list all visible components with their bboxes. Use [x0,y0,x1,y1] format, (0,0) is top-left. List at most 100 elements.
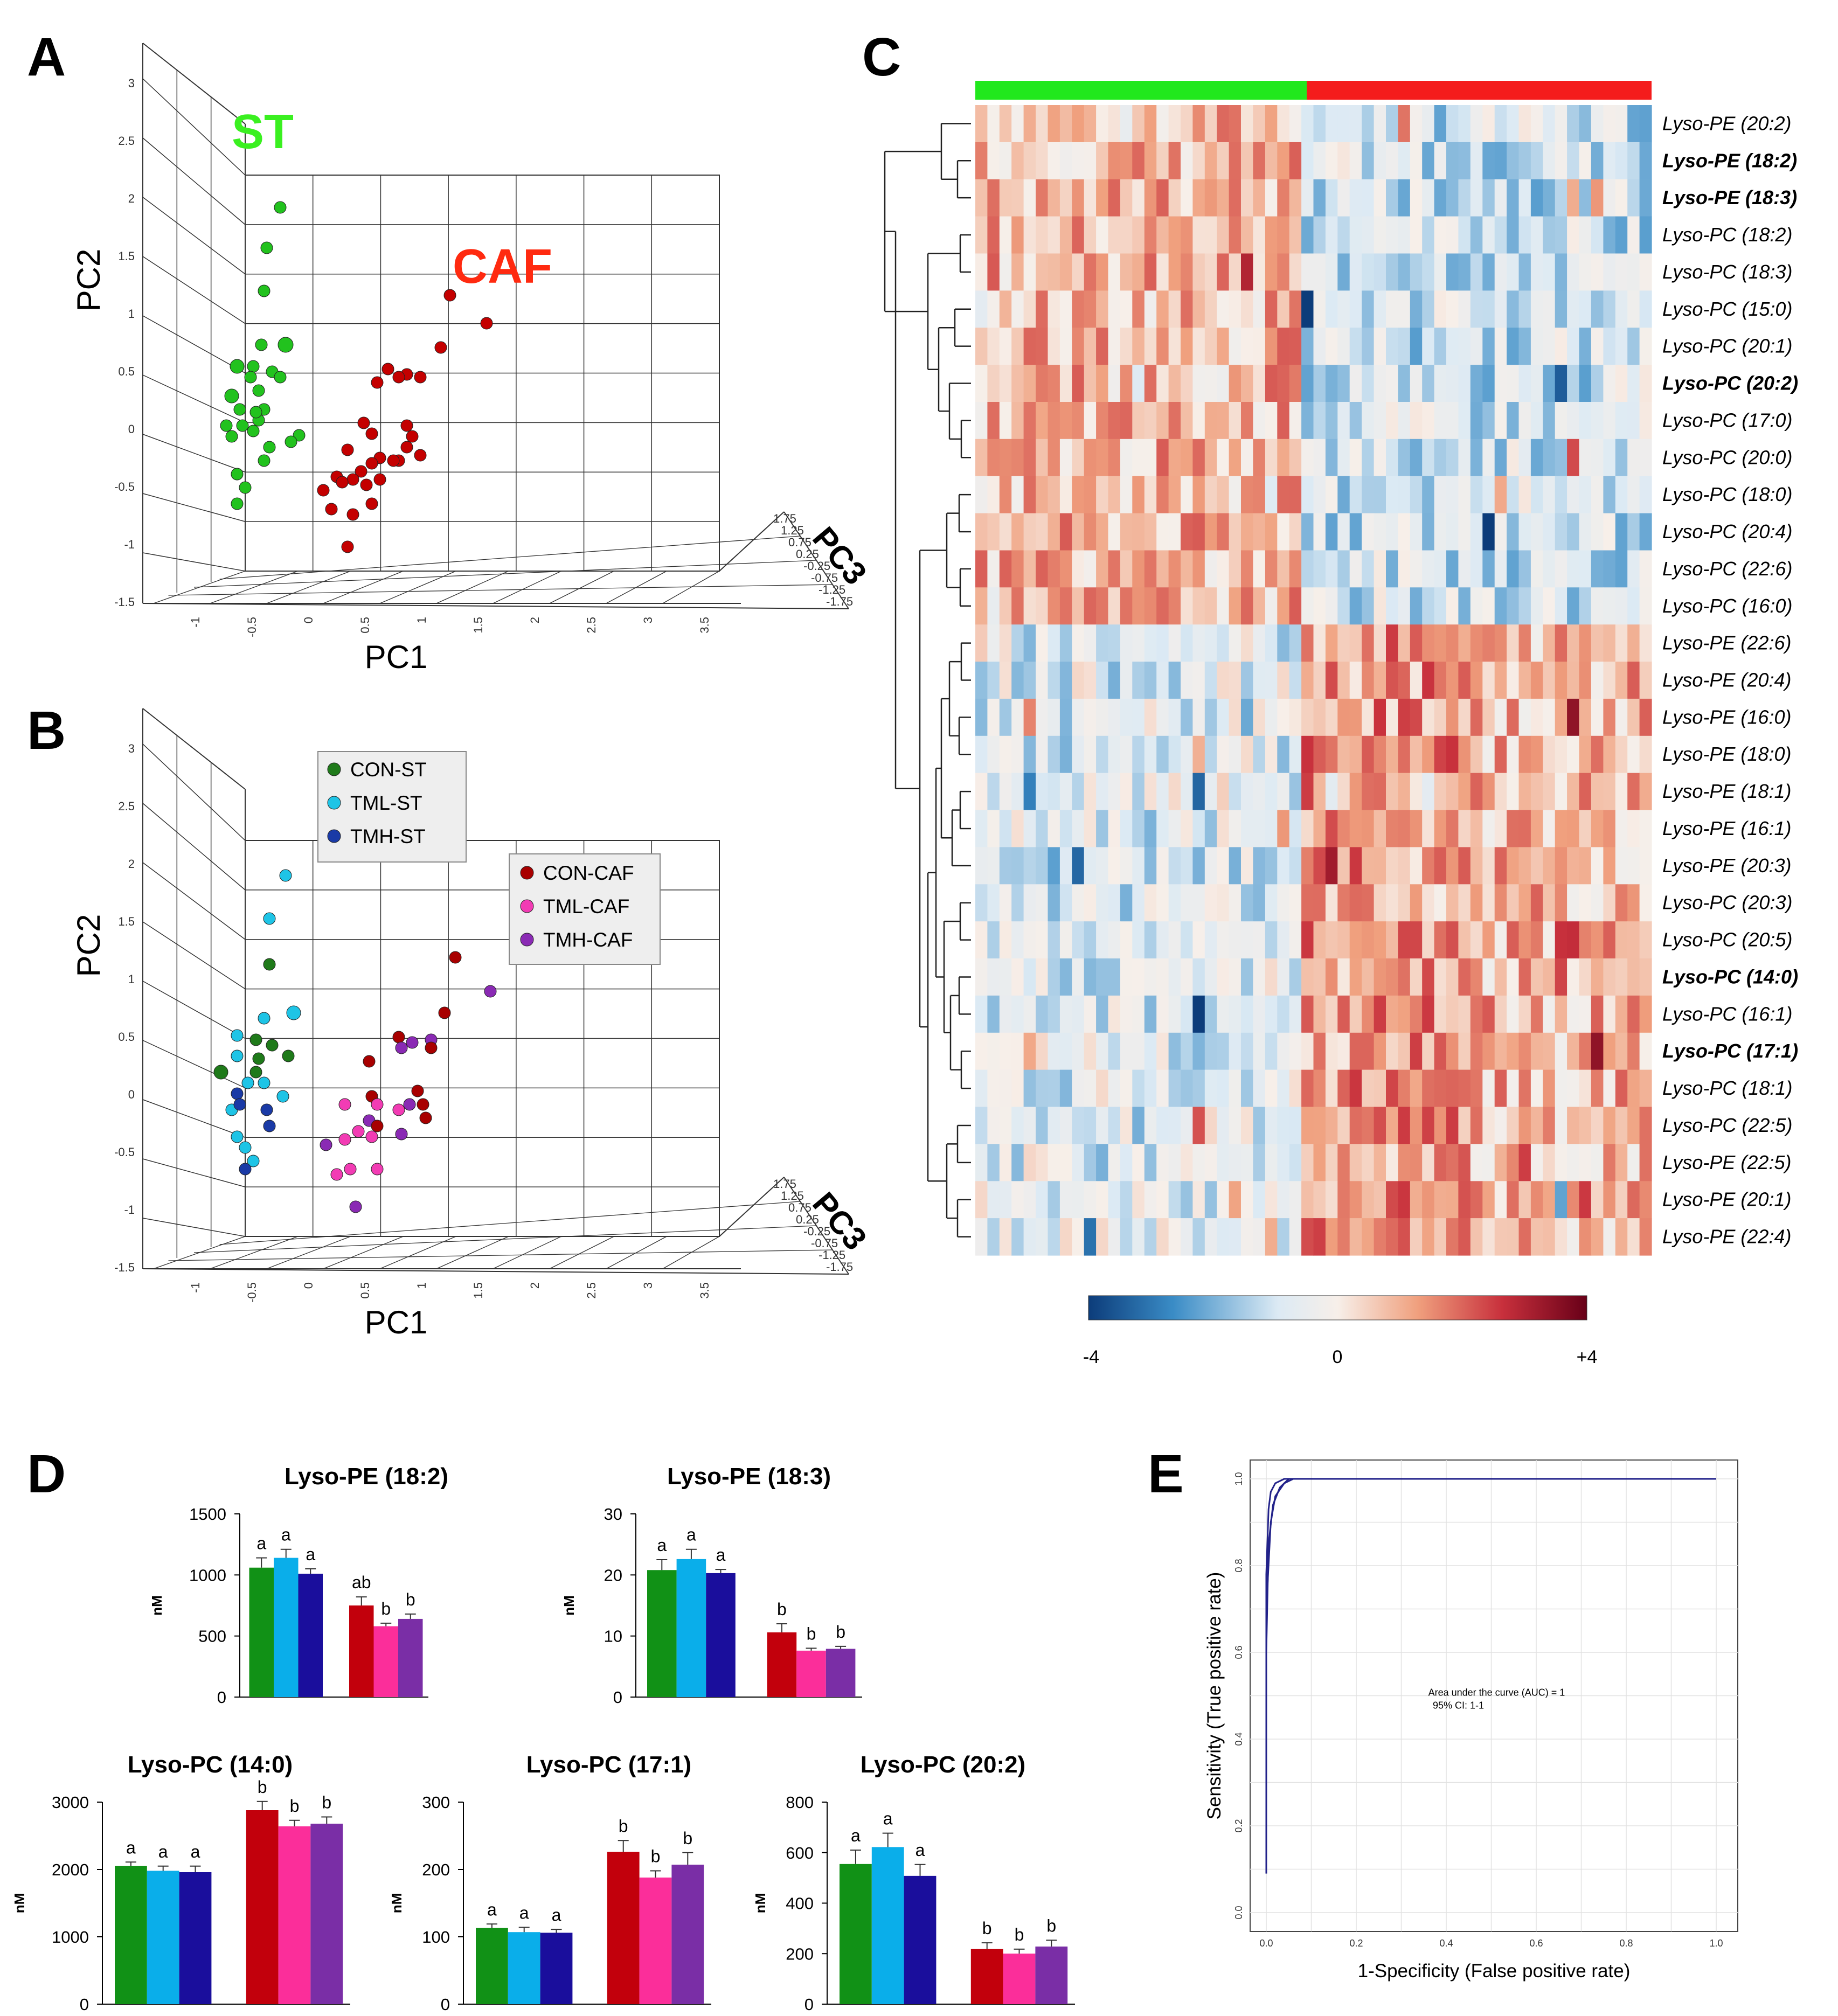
heatmap-cell [1253,884,1266,922]
colorbar-mid-label: 0 [1333,1347,1343,1367]
heatmap-cell [1530,253,1543,291]
heatmap-cell [1446,1218,1459,1256]
heatmap-cell [1374,402,1386,440]
heatmap-cell [999,587,1012,625]
heatmap-cell [1059,587,1072,625]
heatmap-cell [1507,1032,1520,1070]
pca-point [252,384,265,397]
heatmap-cell [1084,179,1097,217]
heatmap-cell [1555,921,1567,959]
heatmap-cell [1591,513,1604,551]
heatmap-cell [1325,773,1338,811]
heatmap-cell [1156,1218,1169,1256]
heatmap-cell [1072,847,1085,885]
heatmap-cell [1555,550,1567,588]
heatmap-cell [1192,1218,1205,1256]
heatmap-cell [1181,662,1193,699]
heatmap-cell [1168,847,1181,885]
legend-label: CON-CAF [543,862,634,884]
heatmap-cell [1362,105,1375,143]
heatmap-cell [999,958,1012,996]
heatmap-cell [1301,1107,1314,1144]
heatmap-cell [1337,1107,1350,1144]
heatmap-cell [1603,216,1616,254]
heatmap-cell [1204,958,1217,996]
heatmap-cell [1289,624,1302,662]
colorbar [1088,1295,1587,1320]
heatmap-cell [1059,365,1072,402]
heatmap-cell [1446,1181,1459,1219]
pca-point [438,1006,451,1019]
heatmap-cell [1470,810,1483,847]
bar-y-tick-label: 1500 [189,1505,226,1524]
heatmap-cell [1555,847,1567,885]
heatmap-cell [1277,142,1290,180]
heatmap-cell [1072,290,1085,328]
heatmap-cell [1530,810,1543,847]
heatmap-cell [1059,735,1072,774]
heatmap-cell [1555,1181,1567,1219]
heatmap-cell [1482,847,1495,885]
heatmap-cell [1325,365,1338,402]
heatmap-cell [1567,179,1580,217]
heatmap-cell [1241,698,1253,736]
heatmap-cell [1059,513,1072,551]
heatmap-cell [1120,290,1133,328]
heatmap-cell [1289,1144,1302,1181]
heatmap-cell [1084,847,1097,885]
heatmap-cell [1482,810,1495,847]
heatmap-cell [1048,735,1060,774]
heatmap-cell [1289,1069,1302,1108]
heatmap-cell [1108,328,1121,365]
heatmap-cell [1639,476,1652,514]
heatmap-cell [1168,884,1181,922]
heatmap-cell [999,995,1012,1033]
heatmap-cell [1555,439,1567,477]
pca-point [395,1128,408,1141]
heatmap-cell [1192,179,1205,217]
heatmap-cell [1132,142,1145,180]
heatmap-cell [1204,587,1217,625]
heatmap-cell [1349,847,1362,885]
heatmap-cell [1349,253,1362,291]
heatmap-cell [1446,328,1459,365]
heatmap-cell [1289,550,1302,588]
heatmap-cell [1072,958,1085,996]
pca-point [349,1200,362,1213]
heatmap-cell [1627,142,1640,180]
heatmap-cell [1120,402,1133,440]
heatmap-cell [1470,253,1483,291]
heatmap-cell [1048,587,1060,625]
heatmap-cell [1446,513,1459,551]
heatmap-cell [1217,439,1230,477]
heatmap-row-label: Lyso-PC (18:0) [1662,483,1792,505]
heatmap-cell [1156,810,1169,847]
heatmap-cell [1048,847,1060,885]
heatmap-cell [1507,1144,1520,1181]
heatmap-cell [1072,179,1085,217]
heatmap-cell [1241,550,1253,588]
heatmap-cell [1555,662,1567,699]
heatmap-cell [1277,513,1290,551]
heatmap-cell [1530,773,1543,811]
heatmap-cell [1192,439,1205,477]
pca-point [392,1103,405,1116]
heatmap-cell [1337,439,1350,477]
heatmap-cell [1265,958,1278,996]
heatmap-cell [1144,1032,1157,1070]
heatmap-cell [1132,810,1145,847]
heatmap-cell [1265,179,1278,217]
heatmap-cell [1265,995,1278,1033]
heatmap-cell [1265,439,1278,477]
heatmap-cell [1422,1032,1435,1070]
heatmap-cell [1072,587,1085,625]
heatmap-cell [999,1144,1012,1181]
pca-z-tick: 1.75 [773,512,796,525]
heatmap-cell [1313,958,1326,996]
pca-x-title: PC1 [365,1304,428,1340]
heatmap-cell [1422,439,1435,477]
heatmap-cell [1337,105,1350,143]
pca-point [249,1033,262,1046]
dendrogram [884,123,971,1238]
heatmap-cell [1374,624,1386,662]
